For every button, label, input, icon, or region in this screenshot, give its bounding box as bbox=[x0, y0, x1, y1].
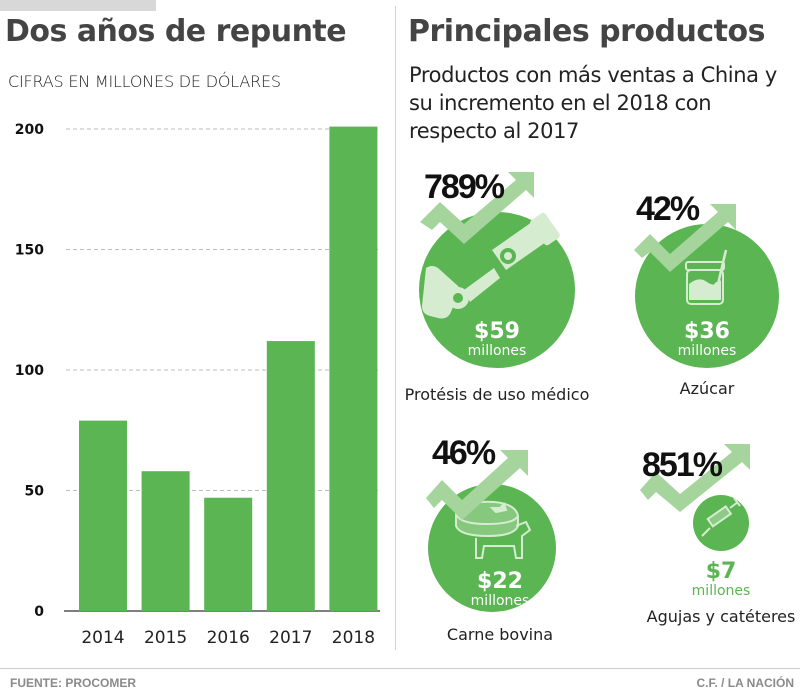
chart-title: Dos años de repunte bbox=[5, 14, 347, 49]
product-circle bbox=[693, 495, 749, 551]
trend-arrow-icon bbox=[420, 172, 534, 244]
products-subtitle: Productos con más ventas a China y su in… bbox=[409, 63, 777, 143]
credit-note: C.F. / LA NACIÓN bbox=[696, 676, 794, 690]
y-axis-ticks: 0 50 100 150 200 bbox=[15, 122, 44, 620]
prosthetic-leg-icon bbox=[422, 212, 560, 319]
x-tick-label: 2018 bbox=[332, 628, 375, 648]
product-unit: millones bbox=[471, 593, 530, 609]
x-tick-label: 2014 bbox=[81, 628, 124, 648]
chart-subtitle: CIFRAS EN MILLONES DE DÓLARES bbox=[8, 72, 281, 91]
product-prosthesis: $59 millones 789% Protésis de uso médico bbox=[405, 168, 590, 404]
syringe-icon bbox=[701, 497, 741, 537]
trend-arrow-icon bbox=[634, 204, 736, 272]
source-note: FUENTE: PROCOMER bbox=[10, 676, 136, 690]
x-tick-label: 2015 bbox=[144, 628, 187, 648]
product-name: Agujas y catéteres bbox=[647, 607, 796, 626]
product-beef: $22 millones 46% Carne bovina bbox=[426, 434, 556, 644]
product-unit: millones bbox=[468, 343, 527, 359]
product-amount: $7 bbox=[706, 559, 737, 584]
bar-2014 bbox=[79, 420, 127, 611]
product-amount: $59 bbox=[474, 319, 520, 344]
footer-rule bbox=[0, 668, 800, 669]
y-tick-label: 150 bbox=[15, 243, 44, 259]
product-amount: $22 bbox=[477, 569, 523, 594]
trend-arrow-icon bbox=[426, 450, 528, 520]
product-name: Azúcar bbox=[680, 379, 735, 398]
y-tick-label: 100 bbox=[15, 363, 44, 379]
x-tick-label: 2016 bbox=[207, 628, 250, 648]
products-title: Principales productos bbox=[408, 14, 765, 49]
product-name: Carne bovina bbox=[447, 625, 553, 644]
product-amount: $36 bbox=[684, 319, 730, 344]
trend-arrow-icon bbox=[640, 444, 750, 512]
top-accent-bar bbox=[0, 0, 156, 11]
product-increase: 789% bbox=[424, 168, 505, 206]
bar-2017 bbox=[266, 341, 315, 611]
panel-divider bbox=[395, 6, 396, 650]
product-increase: 851% bbox=[642, 446, 723, 484]
product-increase: 42% bbox=[636, 190, 700, 228]
bar-chart: 0 50 100 150 200 2014 2015 2016 2017 2018 bbox=[15, 122, 380, 648]
bar-2016 bbox=[204, 497, 253, 611]
bars bbox=[79, 126, 378, 611]
product-unit: millones bbox=[678, 343, 737, 359]
x-axis-ticks: 2014 2015 2016 2017 2018 bbox=[81, 628, 375, 648]
sugar-jar-icon bbox=[685, 249, 728, 305]
x-tick-label: 2017 bbox=[269, 628, 312, 648]
products-infographic: $59 millones 789% Protésis de uso médico… bbox=[405, 168, 796, 644]
y-tick-label: 50 bbox=[25, 484, 45, 500]
product-unit: millones bbox=[692, 583, 751, 599]
product-circle bbox=[419, 212, 575, 368]
product-increase: 46% bbox=[432, 434, 496, 472]
bar-2018 bbox=[329, 126, 378, 611]
product-name: Protésis de uso médico bbox=[405, 385, 590, 404]
product-syringe: 851% $7 millones Agujas y catéteres bbox=[640, 444, 795, 626]
bar-2015 bbox=[141, 471, 190, 611]
product-sugar: $36 millones 42% Azúcar bbox=[634, 190, 779, 398]
y-tick-label: 200 bbox=[15, 122, 44, 138]
y-tick-label: 0 bbox=[34, 604, 44, 620]
